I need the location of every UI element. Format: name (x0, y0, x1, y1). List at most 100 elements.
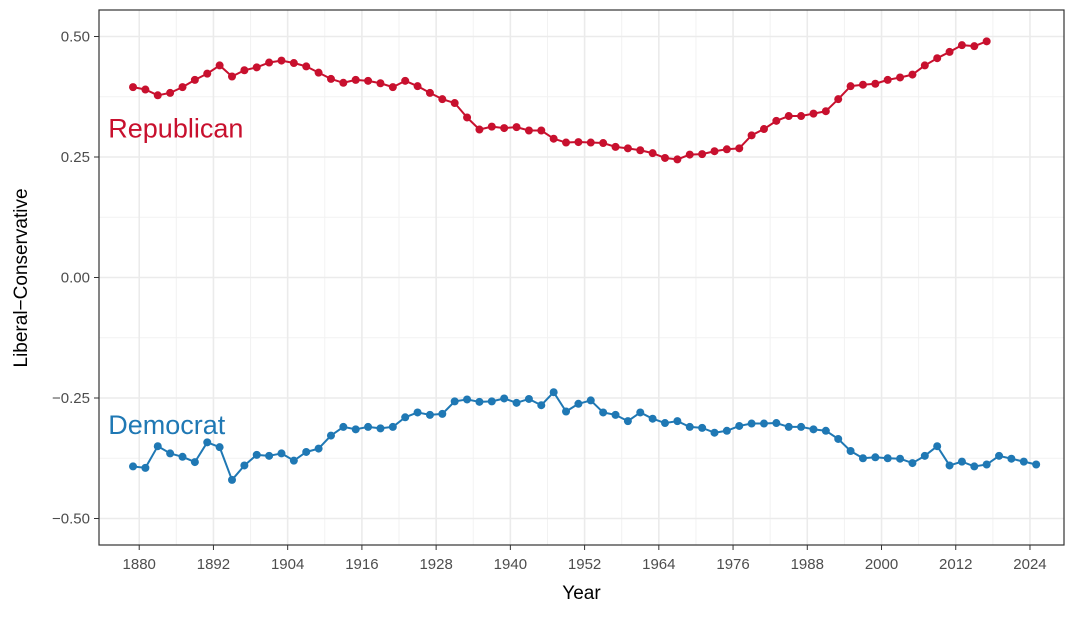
republican-data-point (549, 134, 558, 143)
republican-data-point (574, 138, 583, 147)
republican-data-point (487, 122, 496, 131)
democrat-data-point (265, 451, 274, 460)
republican-data-point (351, 75, 360, 84)
democrat-data-point (314, 444, 323, 453)
republican-data-point (265, 58, 274, 67)
democrat-series (129, 388, 1041, 484)
democrat-data-point (599, 408, 608, 417)
grid-lines (99, 10, 1064, 545)
democrat-data-point (821, 426, 830, 435)
x-tick-label: 2000 (865, 556, 898, 573)
republican-data-point (883, 75, 892, 84)
democrat-data-point (129, 462, 138, 471)
republican-data-point (772, 116, 781, 125)
democrat-data-point (871, 453, 880, 462)
democrat-data-point (190, 458, 199, 467)
republican-data-point (896, 73, 905, 82)
democrat-data-point (896, 454, 905, 463)
democrat-data-point (982, 460, 991, 469)
democrat-data-point (524, 394, 533, 403)
democrat-data-point (302, 447, 311, 456)
x-tick-label: 1880 (123, 556, 156, 573)
republican-data-point (326, 74, 335, 83)
democrat-data-point (747, 419, 756, 428)
x-tick-label: 1892 (197, 556, 230, 573)
x-tick-label: 1904 (271, 556, 304, 573)
republican-data-point (141, 85, 150, 94)
democrat-data-point (698, 423, 707, 432)
republican-data-point (463, 113, 472, 122)
republican-data-point (920, 61, 929, 70)
republican-data-point (302, 62, 311, 71)
y-tick-label: −0.50 (52, 510, 90, 527)
democrat-data-point (933, 442, 942, 451)
republican-data-point (339, 78, 348, 87)
republican-data-point (698, 150, 707, 159)
republican-data-point (797, 112, 806, 121)
democrat-data-point (673, 417, 682, 426)
republican-data-point (215, 61, 224, 70)
republican-data-point (500, 124, 509, 133)
republican-data-point (784, 112, 793, 121)
democrat-data-point (166, 449, 175, 458)
republican-data-point (599, 139, 608, 148)
republican-data-point (834, 95, 843, 104)
democrat-data-point (475, 397, 484, 406)
republican-data-point (908, 70, 917, 79)
democrat-data-point (858, 454, 867, 463)
democrat-data-point (153, 442, 162, 451)
democrat-data-point (227, 475, 236, 484)
democrat-data-point (500, 394, 509, 403)
republican-data-point (289, 59, 298, 68)
democrat-data-point (178, 452, 187, 461)
democrat-data-point (722, 426, 731, 435)
republican-data-point (982, 37, 991, 46)
republican-data-point (364, 76, 373, 85)
x-axis: 1880 1892 1904 1916 1928 1940 1952 1964 1976 1988… (123, 545, 1047, 573)
republican-data-point (685, 150, 694, 159)
x-tick-label: 2012 (939, 556, 972, 573)
republican-data-point (846, 82, 855, 91)
democrat-data-point (326, 431, 335, 440)
republican-data-point (129, 83, 138, 92)
republican-data-point (871, 79, 880, 88)
republican-data-point (747, 131, 756, 140)
republican-data-point (425, 88, 434, 97)
republican-data-point (759, 125, 768, 134)
democrat-data-point (920, 451, 929, 460)
x-tick-label: 1964 (642, 556, 675, 573)
democrat-data-point (549, 388, 558, 397)
x-tick-label: 1916 (345, 556, 378, 573)
republican-series-line (132, 40, 988, 161)
republican-data-point (190, 75, 199, 84)
republican-data-point (438, 95, 447, 104)
y-tick-label: 0.50 (61, 29, 90, 46)
republican-data-point (933, 54, 942, 63)
republican-data-point (178, 83, 187, 92)
democrat-data-point (685, 422, 694, 431)
democrat-data-point (487, 397, 496, 406)
x-tick-label: 2024 (1013, 556, 1046, 573)
democrat-data-point (772, 419, 781, 428)
democrat-data-point (1019, 457, 1028, 466)
democrat-data-point (450, 397, 459, 406)
republican-data-point (314, 68, 323, 77)
democrat-data-point (277, 449, 286, 458)
republican-data-point (227, 72, 236, 81)
republican-data-point (401, 76, 410, 85)
democrat-data-point (537, 401, 546, 410)
democrat-data-point (425, 410, 434, 419)
democrat-data-point (574, 399, 583, 408)
democrat-data-point (1032, 460, 1041, 469)
democrat-data-point (883, 454, 892, 463)
y-tick-label: 0.25 (61, 149, 90, 166)
republican-data-point (450, 99, 459, 108)
democrat-data-point (339, 422, 348, 431)
republican-data-point (562, 138, 571, 147)
series-layer (129, 37, 1041, 484)
democrat-data-point (957, 457, 966, 466)
republican-data-point (203, 69, 212, 78)
republican-data-point (240, 66, 249, 75)
democrat-series-label: Democrat (108, 410, 226, 440)
democrat-data-point (809, 425, 818, 434)
